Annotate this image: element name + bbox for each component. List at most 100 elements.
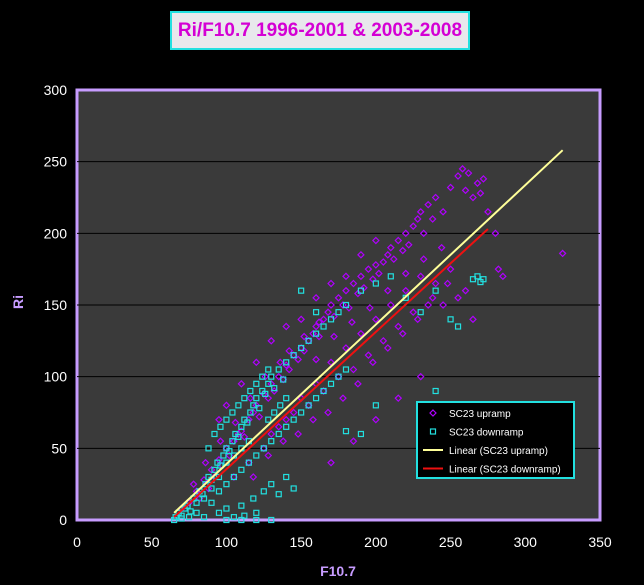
upramp-point	[469, 315, 477, 324]
upramp-point	[366, 304, 374, 312]
legend-box	[416, 401, 575, 479]
upramp-point	[428, 215, 437, 223]
downramp-point	[223, 459, 230, 466]
upramp-point	[204, 484, 213, 493]
downramp-point	[312, 395, 320, 402]
upramp-point	[473, 179, 482, 188]
upramp-point	[469, 193, 477, 202]
downramp-point	[283, 359, 290, 366]
upramp-point	[461, 286, 470, 295]
upramp-point	[185, 498, 193, 507]
upramp-point	[282, 415, 291, 424]
upramp-point	[364, 351, 373, 360]
upramp-point	[464, 169, 473, 177]
upramp-point	[416, 372, 425, 381]
upramp-point	[230, 473, 238, 481]
upramp-point	[255, 412, 264, 421]
upramp-point	[264, 394, 273, 403]
upramp-point	[279, 437, 288, 446]
upramp-point	[297, 394, 305, 403]
upramp-point	[345, 304, 353, 312]
downramp-point	[265, 366, 272, 373]
upramp-point	[334, 372, 343, 381]
downramp-point	[342, 428, 350, 435]
upramp-point	[446, 265, 455, 274]
legend-item-downramp-label: SC23 downramp	[449, 428, 524, 439]
downramp-point	[208, 499, 215, 506]
downramp-point	[253, 516, 260, 524]
downramp-point	[275, 366, 282, 373]
downramp-point	[172, 514, 179, 521]
upramp-point	[312, 293, 320, 302]
downramp-point	[253, 509, 260, 516]
upramp-point	[357, 329, 365, 338]
downramp-point	[250, 402, 257, 409]
upramp-point	[428, 293, 437, 302]
downramp-point	[202, 481, 209, 488]
upramp-point	[274, 422, 283, 431]
upramp-point	[379, 336, 388, 345]
upramp-point	[300, 347, 308, 355]
upramp-point	[324, 408, 332, 417]
y-tick-label: 0	[59, 512, 67, 528]
downramp-point	[290, 352, 297, 359]
upramp-point	[319, 315, 328, 324]
downramp-point	[244, 419, 251, 426]
downramp-point	[275, 430, 282, 438]
downramp-point	[271, 409, 278, 416]
downramp-point	[342, 366, 350, 373]
upramp-point	[416, 272, 425, 281]
downramp-point	[268, 516, 275, 524]
downramp-point	[245, 459, 252, 466]
upramp-point	[274, 372, 283, 381]
upramp-point	[210, 473, 219, 481]
downramp-point	[235, 402, 242, 409]
downramp-point	[187, 508, 194, 515]
downramp-point	[217, 462, 224, 469]
downramp-point	[327, 316, 335, 323]
downramp-point	[305, 402, 312, 409]
upramp-point	[409, 308, 418, 317]
downramp-point	[229, 438, 236, 445]
upramp-point	[349, 279, 358, 288]
downramp-point	[305, 337, 312, 344]
x-tick-label: 300	[514, 534, 538, 550]
upramp-point	[276, 358, 285, 367]
downramp-point	[275, 491, 282, 498]
upramp-point	[446, 183, 455, 192]
x-tick-label: 0	[73, 534, 81, 550]
downramp-point	[196, 488, 203, 495]
downramp-point	[232, 430, 239, 438]
upramp-point	[372, 236, 380, 245]
upramp-point	[201, 458, 210, 467]
upramp-point	[349, 365, 358, 374]
upramp-point	[309, 329, 317, 338]
upramp-point	[364, 265, 373, 274]
upramp-point	[297, 315, 305, 324]
downramp-point	[223, 445, 230, 452]
downramp-point	[469, 276, 477, 283]
downramp-point	[298, 409, 305, 416]
upramp-point	[200, 476, 208, 484]
upramp-point	[369, 275, 377, 284]
upramp-point	[330, 332, 338, 341]
downramp-point	[200, 495, 208, 502]
upramp-point	[244, 458, 253, 467]
upramp-point	[267, 379, 276, 388]
downramp-point	[223, 481, 230, 488]
downramp-point	[215, 473, 223, 481]
upramp-point	[324, 308, 332, 317]
downramp-point	[268, 438, 275, 445]
downramp-point	[298, 287, 305, 294]
upramp-point	[401, 286, 410, 295]
upramp-point	[327, 458, 335, 467]
upramp-point	[454, 172, 462, 180]
upramp-point	[499, 272, 507, 281]
downramp-point	[250, 495, 257, 502]
grid-lines	[77, 161, 600, 449]
downramp-trendline	[173, 228, 489, 518]
upramp-point	[354, 289, 362, 298]
upramp-point	[374, 269, 383, 278]
upramp-point	[230, 437, 238, 446]
